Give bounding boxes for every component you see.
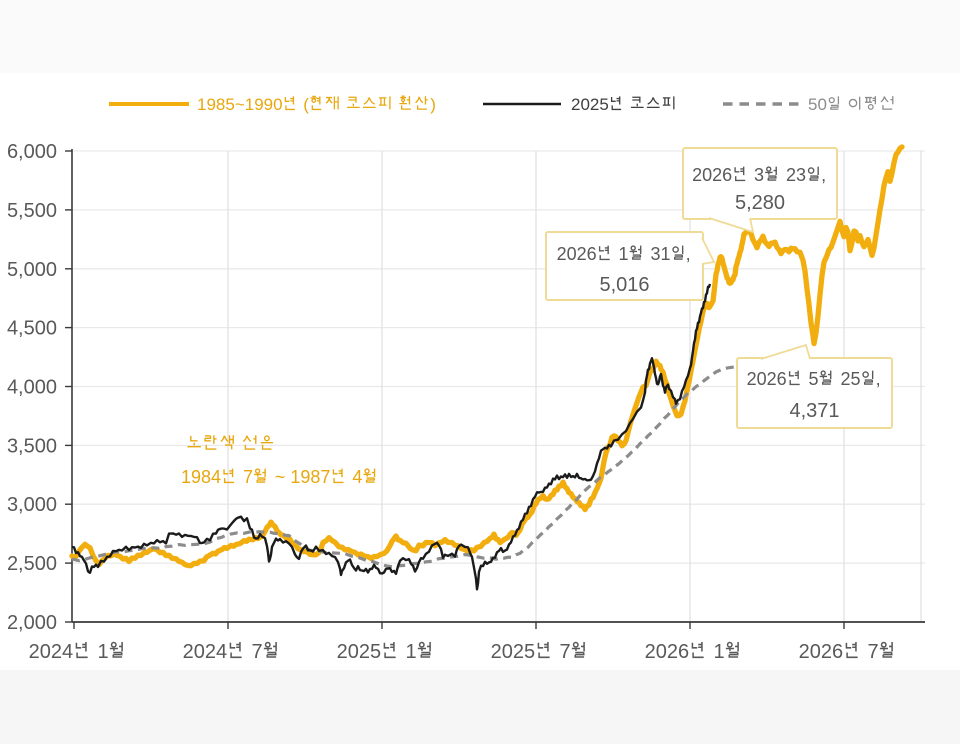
svg-text:4,371: 4,371 [789,400,839,422]
svg-text:7: 7 [862,641,879,663]
svg-text:23: 23 [781,165,806,185]
svg-text:2026: 2026 [799,641,844,663]
svg-text:(: ( [299,95,310,114]
svg-text:4: 4 [347,467,362,487]
svg-text:1984: 1984 [181,467,221,487]
svg-text:5,000: 5,000 [7,259,57,281]
svg-text:5,016: 5,016 [599,274,649,296]
svg-text:2024: 2024 [183,641,228,663]
svg-text:2025: 2025 [491,641,535,663]
svg-text:5,280: 5,280 [735,192,785,214]
svg-text:2026: 2026 [557,244,597,264]
svg-text:6,000: 6,000 [7,141,57,163]
svg-text:1: 1 [400,641,417,663]
svg-text:,: , [686,244,691,264]
svg-text:5: 5 [804,369,819,389]
svg-text:,: , [821,165,826,185]
svg-text:3: 3 [749,165,764,185]
svg-text:25: 25 [836,369,861,389]
svg-text:1: 1 [92,641,109,663]
svg-text:2026: 2026 [692,165,732,185]
svg-text:2026: 2026 [645,641,690,663]
svg-text:1: 1 [614,244,629,264]
svg-text:4,500: 4,500 [7,318,57,340]
svg-text:7: 7 [238,467,253,487]
svg-text:2025: 2025 [337,641,382,663]
svg-text:4,000: 4,000 [7,377,57,399]
svg-text:2025: 2025 [571,95,609,114]
svg-text:5,500: 5,500 [7,200,57,222]
svg-text:31: 31 [646,244,671,264]
svg-text:,: , [876,369,881,389]
svg-text:): ) [430,95,436,114]
svg-text:3,000: 3,000 [7,494,57,516]
svg-text:~ 1987: ~ 1987 [270,467,331,487]
svg-text:2,500: 2,500 [7,553,57,575]
svg-text:7: 7 [246,641,263,663]
svg-text:3,500: 3,500 [7,435,57,457]
svg-text:2024: 2024 [29,641,74,663]
svg-text:1985~1990: 1985~1990 [197,95,283,114]
svg-text:50: 50 [808,95,827,114]
svg-text:1: 1 [708,641,725,663]
svg-text:2,000: 2,000 [7,612,57,634]
svg-text:2026: 2026 [747,369,787,389]
svg-text:7: 7 [554,641,571,663]
